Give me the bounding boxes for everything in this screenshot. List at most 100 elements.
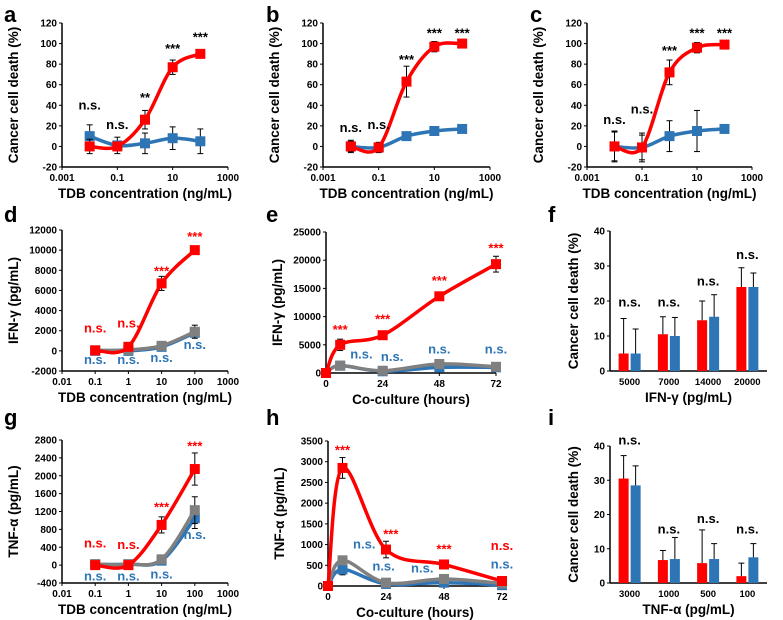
data-point-treated xyxy=(434,291,445,302)
y-tick-label: 20 xyxy=(307,121,319,132)
y-tick-label: -20 xyxy=(304,163,319,174)
significance-label: n.s. xyxy=(428,341,450,356)
data-point-treated xyxy=(189,464,200,475)
panel-letter: f xyxy=(548,202,556,227)
significance-label: n.s. xyxy=(84,568,106,583)
y-tick-label: 2500 xyxy=(301,478,324,489)
y-axis-label: Cancer cell death (%) xyxy=(6,27,21,164)
y-tick-label: 40 xyxy=(594,227,606,238)
y-tick-label: 3500 xyxy=(301,437,324,448)
series-line-treated xyxy=(95,468,197,570)
series-line-treated xyxy=(95,248,197,355)
x-tick-label: 0.001 xyxy=(49,173,74,184)
bar-control xyxy=(669,559,680,583)
y-tick-label: 10 xyxy=(594,544,606,555)
y-tick-label: 100 xyxy=(565,39,582,50)
data-point-other xyxy=(156,340,167,351)
significance-label: n.s. xyxy=(340,120,362,135)
significance-label: n.s. xyxy=(184,527,206,542)
significance-label: n.s. xyxy=(150,567,172,582)
x-axis-label: Co-culture (hours) xyxy=(352,392,470,407)
y-axis-label: Cancer cell death (%) xyxy=(531,27,546,164)
series-line-other xyxy=(95,509,197,567)
y-axis-label: IFN-γ (pg/mL) xyxy=(6,257,21,344)
y-tick-label: -2000 xyxy=(31,367,57,378)
panel-d: d -2000 0 2000 4000 6000 8000 10000 12000 0.01 0.1… xyxy=(4,202,240,405)
significance-label: n.s. xyxy=(350,346,372,361)
y-tick-label: 20 xyxy=(571,121,583,132)
data-point-treated xyxy=(664,67,675,78)
x-tick-label: 72 xyxy=(490,379,502,390)
bar-control xyxy=(630,485,641,583)
y-tick-label: 20 xyxy=(594,510,606,521)
significance-label: n.s. xyxy=(117,352,139,367)
y-tick-label: 1500 xyxy=(301,519,324,530)
x-tick-label: 0.1 xyxy=(635,173,649,184)
significance-label: *** xyxy=(333,322,349,337)
y-tick-label: 100 xyxy=(40,39,57,50)
y-tick-label: 2000 xyxy=(301,499,324,510)
x-axis-label: TNF-α (pg/mL) xyxy=(642,602,734,617)
panel-h: h 0 500 1000 1500 2000 2500 3000 3500 0 24 48 72 Co-c… xyxy=(266,405,513,620)
data-point-treated xyxy=(189,245,200,256)
y-tick-label: 500 xyxy=(306,561,323,572)
significance-label: n.s. xyxy=(367,117,389,132)
bar-control xyxy=(748,557,759,583)
significance-label: n.s. xyxy=(658,521,680,536)
x-tick-label: 0.001 xyxy=(310,173,335,184)
bar-treated xyxy=(736,287,747,371)
x-tick-label: 20000 xyxy=(734,377,760,388)
data-point-treated xyxy=(381,544,391,555)
x-tick-label: 10 xyxy=(429,173,441,184)
bar-control xyxy=(748,287,759,371)
x-tick-label: 0.1 xyxy=(88,377,102,388)
panel-c: c -20 0 20 40 60 80 100 120 0.001 0.1 10 1000 TDB con… xyxy=(530,2,764,201)
y-tick-label: 120 xyxy=(301,19,318,30)
y-axis-label: TNF-α (pg/mL) xyxy=(6,465,21,557)
x-tick-label: 0.01 xyxy=(52,377,72,388)
data-point-treated xyxy=(90,560,101,571)
significance-label: *** xyxy=(375,311,391,326)
data-point-treated xyxy=(112,141,123,152)
panel-letter: b xyxy=(266,2,279,27)
x-tick-label: 1000 xyxy=(217,589,240,600)
x-tick-label: 72 xyxy=(496,592,508,603)
x-axis-label: TDB concentration (ng/mL) xyxy=(58,390,232,405)
y-tick-label: 8000 xyxy=(35,266,58,277)
data-point-treated xyxy=(167,62,178,73)
significance-label: n.s. xyxy=(78,97,100,112)
significance-label: n.s. xyxy=(631,102,653,117)
series-line-treated xyxy=(326,466,503,587)
panel-e: e 0 5000 10000 15000 20000 25000 0 24 48 72 Co-cult… xyxy=(266,202,507,407)
y-tick-label: 6000 xyxy=(35,286,58,297)
y-tick-label: 80 xyxy=(571,60,583,71)
significance-label: n.s. xyxy=(117,316,139,331)
y-axis-label: TNF-α (pg/mL) xyxy=(272,467,287,559)
y-axis-label: Cancer cell death (%) xyxy=(267,27,282,164)
data-point-control xyxy=(719,123,730,134)
y-tick-label: 1200 xyxy=(35,507,58,518)
data-point-treated xyxy=(123,341,134,352)
x-tick-label: 7000 xyxy=(658,377,679,388)
y-tick-label: 4000 xyxy=(35,306,58,317)
x-tick-label: 14000 xyxy=(695,377,721,388)
y-tick-label: 40 xyxy=(594,442,606,453)
significance-label: n.s. xyxy=(485,341,507,356)
data-point-treated xyxy=(429,41,440,52)
significance-label: *** xyxy=(662,43,678,58)
significance-label: n.s. xyxy=(697,273,719,288)
x-tick-label: 10 xyxy=(156,589,168,600)
significance-label: n.s. xyxy=(736,247,758,262)
x-tick-label: 1000 xyxy=(479,173,502,184)
x-tick-label: 0.1 xyxy=(372,173,386,184)
significance-label: n.s. xyxy=(184,337,206,352)
panel-letter: h xyxy=(266,405,279,430)
significance-label: *** xyxy=(165,41,181,56)
bar-treated xyxy=(697,563,708,583)
data-point-treated xyxy=(323,581,333,591)
significance-label: n.s. xyxy=(618,432,640,447)
x-tick-label: 10 xyxy=(156,377,168,388)
significance-label: n.s. xyxy=(372,558,394,573)
data-point-treated xyxy=(335,339,346,350)
significance-label: *** xyxy=(399,52,415,67)
